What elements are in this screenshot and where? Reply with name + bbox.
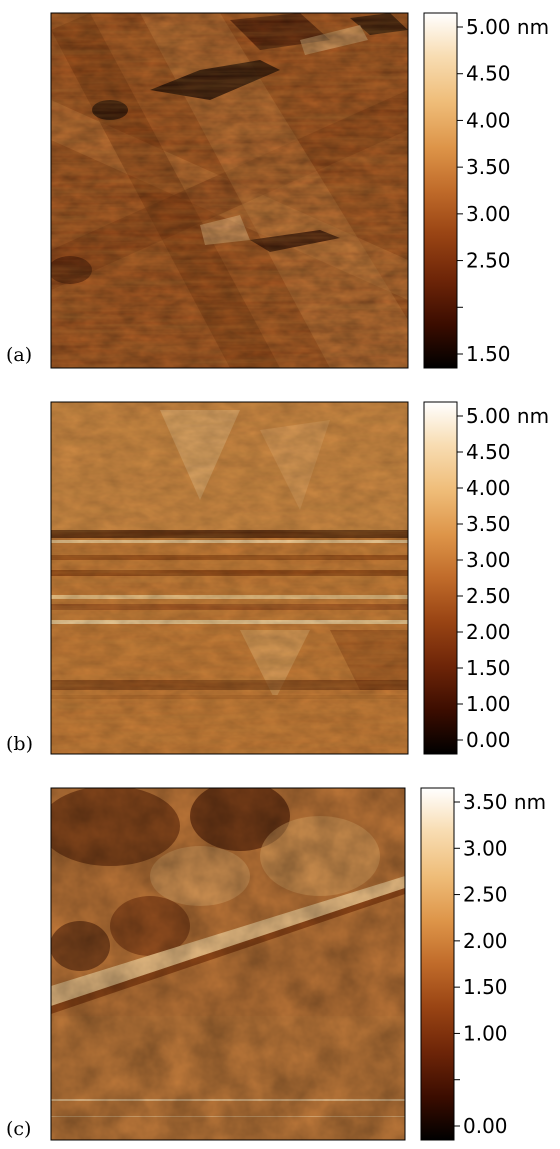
colorbar-tick-label: 2.00 [463, 929, 508, 953]
afm-image-a [51, 13, 408, 368]
afm-image-b [51, 402, 408, 754]
colorbar-c: 3.50 nm 3.00 2.50 2.00 1.50 1.00 0.00 [420, 787, 546, 1141]
panel-a: 5.00 nm 4.50 4.00 3.50 3.00 2.50 1.50 (a) [0, 0, 560, 380]
colorbar-tick-label: 3.00 [463, 836, 508, 860]
panel-a-label: (a) [6, 344, 33, 366]
panel-b-label: (b) [6, 733, 33, 755]
image-a-frame [50, 12, 409, 369]
colorbar-tick-label: 5.00 nm [466, 404, 549, 428]
image-c-frame [50, 787, 406, 1141]
colorbar-tick-label: 3.50 [466, 155, 511, 179]
colorbar-tick-label: 3.50 nm [463, 790, 546, 814]
panel-b: 5.00 nm 4.50 4.00 3.50 3.00 2.50 2.00 1.50 1.00 0… [0, 390, 560, 765]
colorbar-tick-label: 3.00 [466, 548, 511, 572]
colorbar-tick-label: 1.00 [463, 1021, 508, 1045]
colorbar-tick-label: 4.00 [466, 476, 511, 500]
colorbar-tick-label: 0.00 [466, 728, 511, 752]
panel-c-label: (c) [6, 1118, 32, 1140]
colorbar-tick-label: 4.50 [466, 62, 511, 86]
colorbar-a: 5.00 nm 4.50 4.00 3.50 3.00 2.50 1.50 [423, 12, 549, 369]
colorbar-tick-label: 2.50 [463, 883, 508, 907]
colorbar-tick-label: 1.50 [463, 975, 508, 999]
panel-c-graphic: 3.50 nm 3.00 2.50 2.00 1.50 1.00 0.00 [50, 787, 546, 1141]
colorbar-tick-label: 1.00 [466, 692, 511, 716]
colorbar-tick-label: 2.50 [466, 249, 511, 273]
colorbar-tick-label: 1.50 [466, 342, 511, 366]
colorbar-b: 5.00 nm 4.50 4.00 3.50 3.00 2.50 2.00 1.50 1.00 0… [423, 401, 549, 755]
colorbar-tick-label: 0.00 [463, 1114, 508, 1138]
colorbar-tick-label: 3.50 [466, 512, 511, 536]
colorbar-tick-label: 4.00 [466, 108, 511, 132]
panel-c: 3.50 nm 3.00 2.50 2.00 1.50 1.00 0.00 (c) [0, 776, 560, 1149]
image-b-frame [50, 401, 409, 755]
colorbar-tick-label: 2.50 [466, 584, 511, 608]
colorbar-tick-label: 2.00 [466, 620, 511, 644]
colorbar-tick-label: 3.00 [466, 202, 511, 226]
afm-image-c [51, 788, 405, 1140]
panel-a-graphic: 5.00 nm 4.50 4.00 3.50 3.00 2.50 1.50 [50, 12, 549, 369]
colorbar-tick-label: 4.50 [466, 440, 511, 464]
colorbar-tick-label: 1.50 [466, 656, 511, 680]
colorbar-tick-label: 5.00 nm [466, 15, 549, 39]
panel-b-graphic: 5.00 nm 4.50 4.00 3.50 3.00 2.50 2.00 1.50 1.00 0… [50, 401, 549, 755]
